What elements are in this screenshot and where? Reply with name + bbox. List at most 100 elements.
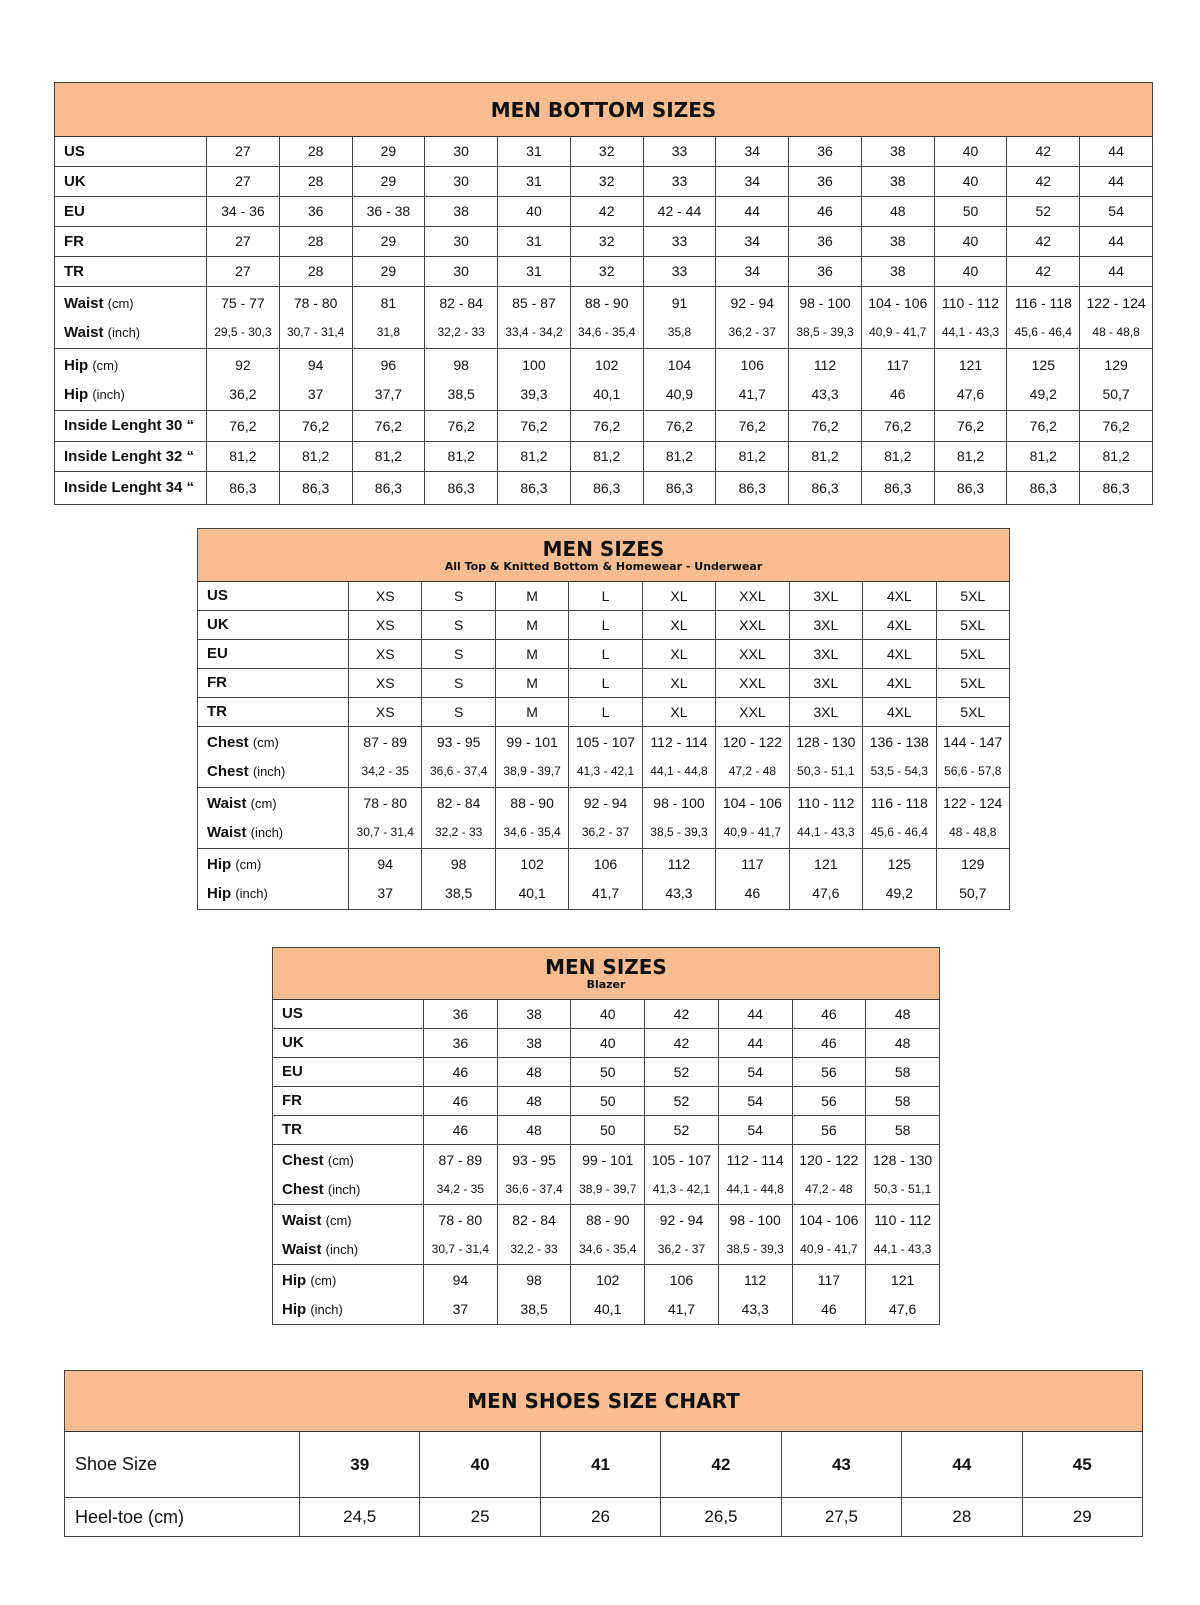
cell-value: 47,6 — [956, 385, 985, 402]
size-cell: 50 — [570, 1057, 646, 1087]
cell-value: 56 — [821, 1093, 837, 1109]
cell-value: M — [526, 588, 538, 604]
cell-value: 78 - 80 — [438, 1211, 483, 1228]
cell-value: 82 - 84 — [439, 294, 483, 311]
size-cell: 58 — [865, 1057, 940, 1087]
cell-value: XXL — [739, 704, 766, 720]
cell-value: 28 — [952, 1507, 972, 1526]
cell-value: 36,2 - 37 — [657, 1241, 706, 1256]
size-cell: 98 38,5 — [496, 1264, 572, 1325]
row-label-text: Waist — [282, 1211, 322, 1229]
size-cell: 40 — [570, 999, 646, 1029]
size-cell: 44 — [901, 1431, 1023, 1498]
cell-value: 28 — [307, 233, 324, 249]
size-cell: 36 — [788, 256, 862, 287]
size-cell: 4XL — [862, 697, 937, 727]
cell-value: 42 — [1035, 143, 1052, 159]
cell-value: 91 — [671, 294, 688, 311]
size-cell: 122 - 124 48 - 48,8 — [1079, 286, 1153, 349]
row-label-line: Inside Lenght 32 “ — [64, 443, 206, 471]
cell-value: 30 — [453, 143, 469, 159]
cell-value: 50 — [599, 1122, 616, 1138]
cell-value: 48 — [526, 1093, 542, 1109]
cell-value: 58 — [894, 1093, 911, 1109]
cell-value: 39 — [350, 1455, 370, 1474]
cell-value: S — [453, 617, 464, 633]
cell-value: 82 - 84 — [436, 795, 481, 811]
cell-value: 110 - 112 — [874, 1211, 932, 1228]
cell-value: 27 — [235, 173, 251, 189]
cell-value: 88 - 90 — [510, 795, 554, 811]
row-label-text: UK — [207, 616, 229, 633]
size-cell: 44 — [1079, 226, 1153, 257]
size-cell: 33 — [642, 166, 717, 197]
cell-value: 40,1 — [518, 885, 546, 901]
cell-value: 40 — [470, 1455, 490, 1474]
table-row: Waist (cm) Waist (inch) 75 - 77 29,5 - 30,3… — [54, 286, 1153, 349]
size-cell: 34 — [715, 256, 790, 287]
cell-value: 81,2 — [956, 448, 985, 464]
cell-value: 94 — [377, 856, 393, 872]
cell-value: 112 — [813, 356, 837, 373]
cell-value: 38 — [526, 1035, 542, 1051]
size-cell: 87 - 89 34,2 - 35 — [423, 1144, 498, 1205]
cell-value: 94 — [307, 356, 324, 373]
cell-value: 42 — [711, 1455, 731, 1474]
cell-value: 30 — [453, 173, 469, 189]
cell-value: 112 — [744, 1271, 767, 1288]
cell-value: 76,2 — [811, 418, 839, 434]
row-label-line: UK — [64, 168, 206, 196]
cell-value: 5XL — [960, 617, 986, 633]
cell-value: 40,9 — [665, 385, 694, 402]
row-label: Hip (cm) Hip (inch) — [272, 1264, 424, 1325]
size-cell: 42 — [1006, 226, 1081, 257]
row-label-line: Hip (cm) — [282, 1266, 423, 1295]
size-cell: 34 — [715, 166, 790, 197]
cell-value: 44 — [747, 1035, 763, 1051]
row-label: UK — [54, 166, 207, 197]
cell-value: 5XL — [960, 675, 986, 691]
row-label-text: Waist — [207, 795, 247, 812]
size-cell: 104 - 106 40,9 - 41,7 — [860, 286, 935, 349]
row-label: Inside Lenght 34 “ — [54, 471, 207, 505]
size-cell: 78 - 80 30,7 - 31,4 — [423, 1204, 498, 1265]
cell-value: 112 - 114 — [726, 1151, 784, 1168]
cell-value: 52 — [673, 1093, 690, 1109]
size-cell: 106 41,7 — [568, 848, 643, 910]
cell-value: 46 — [821, 1006, 837, 1022]
row-label-text: FR — [64, 233, 84, 250]
size-cell: 128 - 130 50,3 - 51,1 — [788, 726, 864, 788]
size-cell: 31 — [497, 136, 571, 167]
row-label: Inside Lenght 32 “ — [54, 441, 207, 472]
cell-value: 81,2 — [665, 448, 694, 464]
size-cell: 86,3 — [497, 471, 571, 505]
size-cell: 42 — [1006, 166, 1081, 197]
size-cell: 98 38,5 — [421, 848, 496, 910]
size-cell: 40 — [933, 166, 1008, 197]
cell-value: M — [526, 704, 538, 720]
cell-value: 29 — [380, 173, 397, 189]
size-cell: 86,3 — [642, 471, 717, 505]
size-cell: 28 — [901, 1497, 1023, 1537]
size-cell: 36 — [788, 226, 862, 257]
cell-value: 41 — [591, 1455, 611, 1474]
size-cell: 112 43,3 — [641, 848, 717, 910]
cell-value: 58 — [894, 1064, 911, 1080]
cell-value: 52 — [673, 1122, 690, 1138]
cell-value: 50 — [599, 1093, 616, 1109]
size-cell: 106 41,7 — [644, 1264, 719, 1325]
cell-value: 53,5 - 54,3 — [870, 764, 928, 778]
size-cell: 81,2 — [715, 441, 790, 472]
cell-value: 81,2 — [520, 448, 548, 464]
size-cell: 78 - 80 30,7 - 31,4 — [278, 286, 353, 349]
cell-value: 37 — [452, 1300, 469, 1317]
size-cell: 88 - 90 34,6 - 35,4 — [570, 1204, 646, 1265]
row-label: TR — [54, 256, 207, 287]
size-cell: M — [494, 668, 570, 698]
row-label-text: TR — [282, 1121, 302, 1138]
cell-value: XL — [670, 646, 688, 662]
cell-value: 33,4 - 34,2 — [505, 324, 563, 339]
size-cell: 50 — [570, 1086, 646, 1116]
size-cell: 105 - 107 41,3 - 42,1 — [568, 726, 643, 788]
cell-value: 47,2 - 48 — [805, 1181, 853, 1196]
